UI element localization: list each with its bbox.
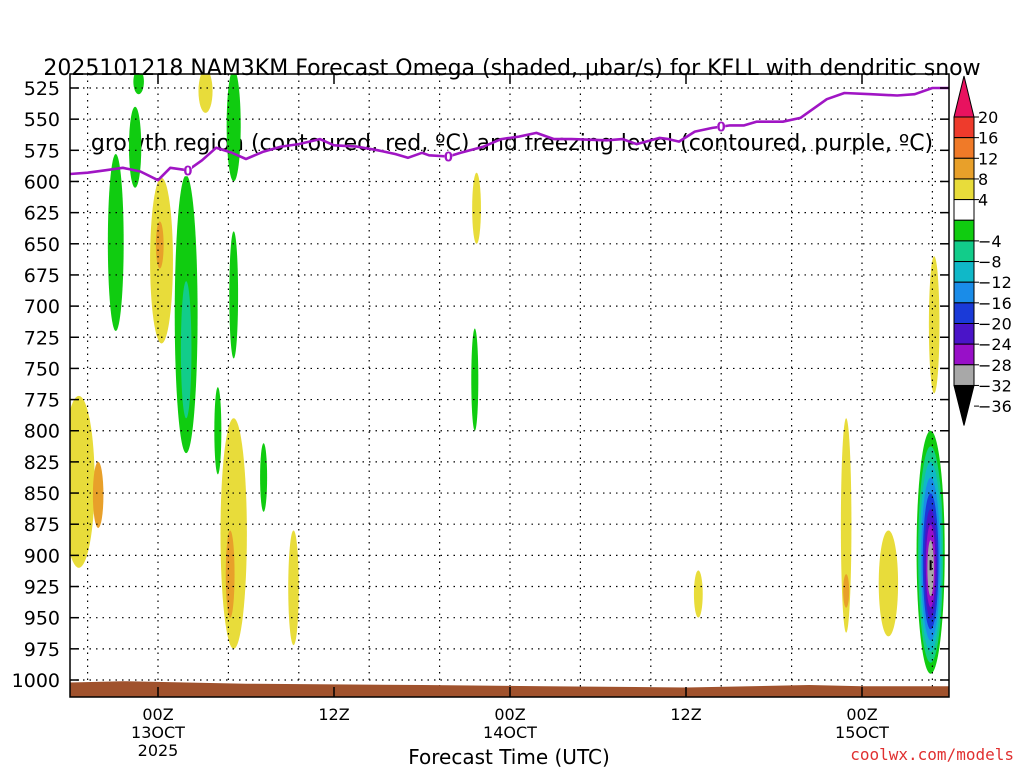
x-tick-label-20-1: 14OCT xyxy=(483,723,537,742)
x-axis-label: Forecast Time (UTC) xyxy=(408,745,610,768)
omega-feature-24-core xyxy=(929,560,932,571)
colorbar-bottom-arrow xyxy=(953,384,975,426)
freezing-level-line: 0 0 0 xyxy=(70,86,949,182)
omega-feature-9 xyxy=(198,74,213,113)
colorbar-bin-1 xyxy=(953,116,975,139)
x-tick-label-40-0: 00Z xyxy=(846,705,877,724)
omega-feature-19 xyxy=(693,570,703,618)
colorbar-bin-3 xyxy=(953,157,975,180)
y-tick-label-675: 675 xyxy=(24,265,60,287)
colorbar-label-10: −24 xyxy=(978,335,1012,354)
freezing-level-label-0: 0 xyxy=(183,164,192,179)
x-tick-label-10-0: 12Z xyxy=(318,705,349,724)
omega-feature-11 xyxy=(229,231,239,359)
colorbar-label-13: −36 xyxy=(978,397,1012,416)
freezing-level-path xyxy=(70,86,949,182)
omega-feature-12 xyxy=(214,387,222,475)
omega-feature-16 xyxy=(288,530,299,646)
colorbar-label-8: −16 xyxy=(978,294,1012,313)
omega-feature-13 xyxy=(220,418,247,649)
colorbar-top-arrow xyxy=(953,75,975,118)
colorbar-bin-5 xyxy=(953,199,975,221)
y-tick-label-550: 550 xyxy=(24,109,60,131)
omega-feature-0 xyxy=(70,395,95,568)
freezing-label-bg-1 xyxy=(444,150,453,163)
y-tick-label-750: 750 xyxy=(24,358,60,380)
plot-frame xyxy=(69,73,950,698)
colorbar-label-4: 4 xyxy=(978,191,988,210)
omega-feature-10 xyxy=(226,74,241,182)
omega-feature-18 xyxy=(471,328,479,431)
omega-feature-1 xyxy=(92,461,104,528)
y-tick-label-625: 625 xyxy=(24,203,60,225)
omega-feature-4 xyxy=(133,74,144,95)
y-tick-label-900: 900 xyxy=(24,545,60,567)
y-tick-label-775: 775 xyxy=(24,390,60,412)
y-tick-label-725: 725 xyxy=(24,327,60,349)
y-tick-label-975: 975 xyxy=(24,639,60,661)
y-tick-label-950: 950 xyxy=(24,608,60,630)
y-tick-label-1000: 1000 xyxy=(12,670,60,692)
chart-title-line-1: 2025101218 NAM3KM Forecast Omega (shaded… xyxy=(43,56,981,81)
colorbar-bin-7 xyxy=(953,240,975,263)
omega-feature-14 xyxy=(225,530,235,618)
omega-feature-6 xyxy=(155,221,164,269)
colorbar-bin-12 xyxy=(953,343,975,366)
colorbar-label-9: −20 xyxy=(978,315,1012,334)
colorbar-label-1: 16 xyxy=(978,129,998,148)
omega-feature-22 xyxy=(878,530,899,637)
freezing-level-label-2: 0 xyxy=(717,121,726,136)
colorbar-bin-6 xyxy=(953,219,975,242)
x-tick-label-0-1: 13OCT xyxy=(131,723,185,742)
x-tick-label-0-2: 2025 xyxy=(138,741,179,760)
freezing-level-label-1: 0 xyxy=(444,151,453,166)
y-tick-label-650: 650 xyxy=(24,234,60,256)
y-tick-label-525: 525 xyxy=(24,78,60,100)
omega-feature-2 xyxy=(107,154,124,332)
freezing-label-bg-2 xyxy=(717,120,726,133)
colorbar-label-5: −4 xyxy=(978,232,1002,251)
grid-lines xyxy=(70,74,949,697)
x-tick-label-20-0: 00Z xyxy=(494,705,525,724)
colorbar-bin-10 xyxy=(953,302,975,325)
colorbar-label-12: −32 xyxy=(978,376,1012,395)
omega-feature-3 xyxy=(128,106,142,188)
colorbar-label-3: 8 xyxy=(978,170,988,189)
axes: 525 550 575 600 625 650 675 700 725 750 775 800 825 8… xyxy=(12,73,950,760)
colorbar-bin-4 xyxy=(953,178,975,201)
y-tick-label-825: 825 xyxy=(24,452,60,474)
colorbar-label-2: 12 xyxy=(978,149,998,168)
y-tick-label-575: 575 xyxy=(24,140,60,162)
colorbar-bin-8 xyxy=(953,261,975,283)
x-tick-label-40-1: 15OCT xyxy=(835,723,889,742)
colorbar-label-0: 20 xyxy=(978,108,998,127)
y-tick-label-800: 800 xyxy=(24,421,60,443)
colorbar-bin-13 xyxy=(953,364,975,386)
y-tick-label-700: 700 xyxy=(24,296,60,318)
omega-shading xyxy=(70,74,945,674)
omega-feature-15 xyxy=(260,443,268,512)
colorbar-label-11: −28 xyxy=(978,356,1012,375)
omega-feature-21 xyxy=(843,574,850,608)
colorbar-bin-2 xyxy=(953,137,975,159)
colorbar-label-6: −8 xyxy=(978,253,1002,272)
y-tick-label-850: 850 xyxy=(24,483,60,505)
omega-feature-17 xyxy=(472,172,481,244)
colorbar-label-7: −12 xyxy=(978,273,1012,292)
y-tick-label-600: 600 xyxy=(24,171,60,193)
x-tick-label-30-0: 12Z xyxy=(670,705,701,724)
colorbar-bin-11 xyxy=(953,323,975,345)
credit-text: coolwx.com/models xyxy=(850,745,1014,764)
y-tick-label-925: 925 xyxy=(24,577,60,599)
freezing-label-bg-0 xyxy=(183,164,192,177)
omega-feature-20 xyxy=(840,418,852,633)
x-tick-label-0-0: 00Z xyxy=(142,705,173,724)
omega-feature-8 xyxy=(180,281,192,419)
colorbar-bin-9 xyxy=(953,281,975,304)
y-tick-label-875: 875 xyxy=(24,514,60,536)
omega-feature-23 xyxy=(928,256,940,394)
